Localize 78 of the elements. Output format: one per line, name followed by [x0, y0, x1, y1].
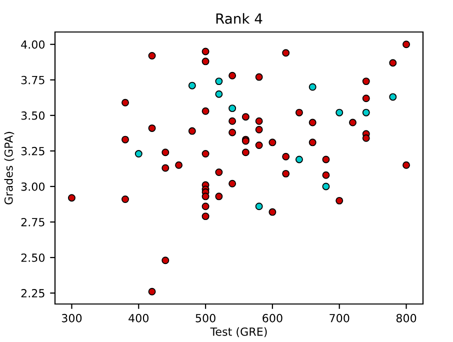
y-tick-label: 2.75	[21, 218, 44, 226]
point	[389, 93, 397, 101]
point	[349, 118, 356, 126]
point	[282, 49, 290, 57]
point	[215, 90, 223, 98]
y-tick-label: 3.00	[21, 182, 45, 191]
point	[389, 59, 397, 67]
point	[215, 192, 223, 200]
point	[228, 104, 236, 112]
point	[68, 194, 76, 202]
point	[295, 108, 303, 116]
point	[202, 212, 210, 220]
point	[175, 161, 183, 169]
point	[162, 148, 170, 156]
point	[362, 134, 370, 142]
point	[322, 156, 330, 164]
point	[268, 138, 276, 146]
point	[255, 73, 263, 81]
point	[202, 150, 210, 158]
point	[202, 192, 210, 200]
point	[282, 152, 290, 160]
point	[308, 118, 316, 126]
x-tick-label: 400	[128, 314, 148, 322]
point	[308, 83, 316, 91]
point	[228, 72, 236, 80]
y-tick-label: 2.25	[21, 289, 44, 298]
point	[362, 78, 370, 86]
point	[162, 256, 170, 264]
point	[255, 142, 263, 150]
point	[255, 117, 263, 125]
point	[336, 108, 344, 116]
point	[202, 48, 210, 56]
point	[336, 196, 344, 204]
point	[228, 128, 236, 136]
x-tick-label: 700	[330, 314, 350, 322]
point	[242, 113, 250, 121]
point	[148, 288, 156, 296]
point	[255, 126, 263, 134]
point	[122, 98, 129, 106]
x-tick-label: 300	[62, 314, 82, 322]
point	[148, 52, 156, 60]
point	[362, 108, 370, 116]
point	[188, 127, 196, 135]
point	[255, 202, 263, 210]
point	[202, 107, 210, 115]
y-tick-label: 4.00	[21, 40, 45, 49]
point	[295, 156, 303, 164]
y-tick-label: 3.75	[21, 76, 44, 84]
x-axis-title: Test (GRE)	[210, 327, 267, 338]
point	[282, 170, 290, 178]
point	[322, 182, 330, 190]
point	[202, 58, 210, 66]
point	[322, 171, 330, 179]
point	[202, 202, 210, 210]
y-axis-title: Grades (GPA)	[4, 132, 14, 204]
x-tick-label: 800	[396, 314, 416, 322]
point	[122, 136, 129, 144]
y-tick-label: 3.25	[21, 146, 44, 156]
point	[134, 150, 142, 158]
point	[228, 117, 236, 125]
x-tick-label: 500	[196, 314, 216, 322]
point	[402, 40, 410, 48]
point	[122, 196, 129, 204]
point	[188, 82, 196, 90]
point	[242, 148, 250, 156]
y-tick-label: 2.50	[21, 254, 45, 262]
x-tick-label: 600	[262, 314, 282, 322]
point	[148, 124, 156, 132]
y-tick-label: 3.50	[21, 111, 45, 120]
point	[268, 208, 276, 216]
point	[402, 161, 410, 169]
chart-title: Rank 4	[216, 13, 262, 24]
point	[215, 78, 223, 86]
point	[215, 168, 223, 176]
point	[362, 94, 370, 102]
point	[162, 164, 170, 172]
point	[308, 138, 316, 146]
point	[228, 180, 236, 188]
